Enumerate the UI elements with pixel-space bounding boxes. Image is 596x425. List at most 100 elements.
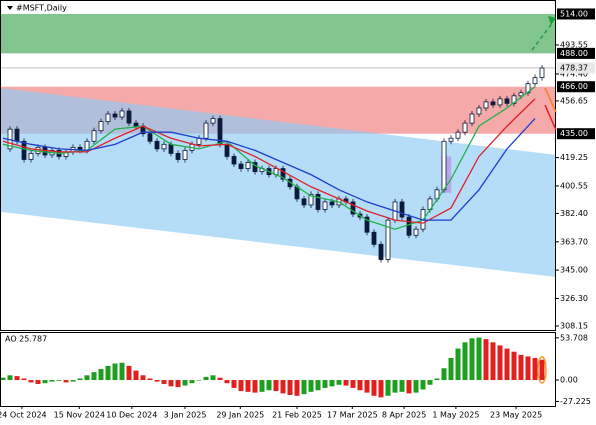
ao-bar	[182, 380, 188, 386]
forecast-arrow-red	[544, 104, 557, 131]
ao-bar	[385, 380, 391, 396]
ao-bar	[238, 380, 244, 392]
candle	[14, 128, 20, 142]
candle	[105, 113, 111, 122]
price-level-label: 435.00	[560, 129, 588, 138]
y-tick-label: 474.40	[560, 69, 588, 78]
candle	[210, 118, 216, 124]
ao-bar	[259, 380, 265, 392]
ao-bar	[350, 380, 356, 388]
ao-bar	[413, 380, 419, 393]
ao-bar	[308, 380, 314, 392]
x-tick-label: 1 May 2025	[432, 411, 479, 420]
ao-bar	[434, 378, 440, 381]
price-level-box	[557, 47, 595, 59]
candle	[280, 168, 286, 180]
ao-bar	[532, 358, 538, 381]
ao-frame	[0, 332, 556, 407]
x-tick-label: 24 Oct 2024	[0, 411, 47, 420]
ao-bar	[112, 363, 118, 381]
candle	[329, 201, 335, 206]
candle	[98, 121, 104, 132]
ao-title: AO 25.787	[5, 335, 47, 344]
ao-bar	[42, 380, 48, 384]
ao-bar	[252, 380, 258, 393]
candle	[133, 122, 139, 127]
price-frame	[0, 0, 556, 331]
ao-bar	[154, 380, 160, 382]
candle	[483, 101, 489, 109]
ao-bar	[231, 380, 237, 388]
ao-bar	[63, 380, 69, 383]
candle	[350, 201, 356, 215]
arrow-head	[548, 16, 556, 25]
ao-bar	[490, 342, 496, 381]
ao-bar	[406, 380, 412, 394]
candle	[504, 98, 510, 104]
candle	[119, 110, 125, 118]
ao-bar	[21, 378, 27, 381]
x-tick-label: 8 Apr 2025	[382, 411, 426, 420]
ao-bar	[70, 380, 76, 382]
candle	[399, 201, 405, 218]
ao-bar	[126, 365, 132, 381]
y-tick-label: 493.55	[560, 40, 588, 49]
zone	[1, 13, 556, 54]
candle	[196, 137, 202, 145]
ao-bar	[35, 380, 41, 384]
price-level-label: 514.00	[560, 9, 588, 18]
candle	[147, 133, 153, 142]
ao-bar	[56, 380, 62, 381]
ao-bar	[294, 380, 300, 396]
forecast-arrow-up	[531, 21, 554, 51]
ao-bar	[315, 380, 321, 391]
x-tick-label: 15 Nov 2024	[54, 411, 105, 420]
x-tick-label: 29 Jan 2025	[216, 411, 264, 420]
candle	[245, 162, 251, 169]
ao-bar	[525, 356, 531, 381]
candle	[91, 130, 97, 142]
candle	[154, 140, 160, 150]
candle	[518, 92, 524, 97]
y-tick-label: 345.00	[560, 266, 588, 275]
y-tick-label: 308.15	[560, 321, 588, 330]
ao-bar	[469, 338, 475, 381]
ao-bar	[168, 380, 174, 387]
ao-bar	[77, 378, 83, 381]
ao-bar	[84, 375, 90, 381]
y-tick-label: 363.70	[560, 237, 588, 246]
ao-bar	[476, 337, 482, 381]
ao-bar	[147, 378, 153, 381]
y-tick-label: 456.65	[560, 96, 588, 105]
y-tick-label: 326.30	[560, 294, 588, 303]
candle	[462, 122, 468, 133]
ao-bar	[98, 369, 104, 381]
x-tick-label: 17 Mar 2025	[327, 411, 378, 420]
price-level-label: 478.37	[560, 63, 588, 72]
menu-triangle[interactable]	[7, 6, 13, 10]
candle	[539, 67, 545, 79]
candle	[441, 140, 447, 191]
candle	[175, 153, 181, 160]
highlight	[537, 356, 547, 384]
forecast-arrow-orange	[544, 87, 557, 113]
candle	[413, 228, 419, 236]
price-level-box	[557, 8, 595, 20]
ao-bar	[91, 372, 97, 381]
ao-bar	[343, 380, 349, 386]
ao-bar	[245, 380, 251, 392]
ao-bar	[371, 380, 377, 396]
ao-bar	[175, 380, 181, 388]
ao-bar	[448, 358, 454, 381]
ao-bar	[28, 380, 34, 383]
y-tick-label: -27.225	[560, 397, 591, 406]
ao-bar	[364, 380, 370, 393]
ao-bar	[336, 380, 342, 385]
ao-bar	[224, 380, 230, 384]
price-level-label: 466.00	[560, 82, 588, 91]
x-tick-label: 3 Jan 2025	[164, 411, 207, 420]
y-tick-label: 419.25	[560, 153, 588, 162]
candle	[238, 163, 244, 169]
candle	[532, 77, 538, 85]
candle	[315, 193, 321, 210]
